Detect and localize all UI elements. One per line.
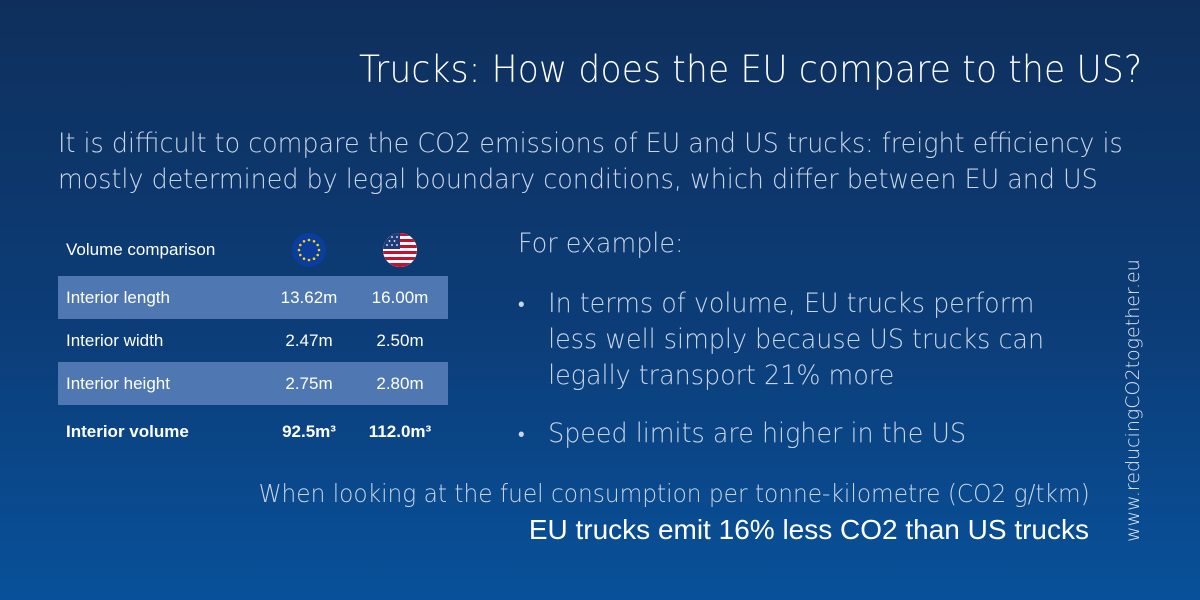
us-flag-icon — [383, 233, 417, 267]
intro-line-2: mostly determined by legal boundary cond… — [58, 164, 1098, 195]
examples-list: • In terms of volume, EU trucks perform … — [518, 286, 1044, 474]
bullet-line: less well simply because US trucks can — [548, 324, 1045, 355]
row-label: Interior width — [66, 330, 164, 350]
table-row: Interior length 13.62m 16.00m — [58, 276, 448, 319]
list-item: • Speed limits are higher in the US — [518, 416, 1044, 452]
bullet-line: Speed limits are higher in the US — [548, 418, 967, 449]
bullet-line: In terms of volume, EU trucks perform — [548, 288, 1035, 319]
examples-heading: For example: — [518, 228, 684, 259]
side-url: www.reducingCO2together.eu — [1122, 259, 1144, 542]
us-value: 2.80m — [376, 373, 424, 393]
bullet-line: legally transport 21% more — [548, 360, 895, 391]
eu-value: 13.62m — [280, 287, 338, 307]
intro-line-1: It is difficult to compare the CO2 emiss… — [58, 128, 1123, 159]
eu-value: 2.47m — [285, 330, 333, 350]
table-total-row: Interior volume 92.5m³ 112.0m³ — [58, 405, 448, 459]
total-label: Interior volume — [66, 422, 189, 441]
list-item: • In terms of volume, EU trucks perform … — [518, 286, 1044, 394]
us-value: 16.00m — [371, 287, 429, 307]
row-label: Interior height — [66, 373, 170, 393]
eu-total-value: 92.5m³ — [282, 422, 336, 441]
us-value: 2.50m — [376, 330, 424, 350]
bullet-icon: • — [518, 422, 525, 446]
eu-value: 2.75m — [285, 373, 333, 393]
intro-text: It is difficult to compare the CO2 emiss… — [58, 126, 1123, 198]
table-header-row: Volume comparison — [58, 228, 448, 272]
us-total-value: 112.0m³ — [368, 422, 432, 441]
table-row: Interior height 2.75m 2.80m — [58, 362, 448, 405]
table-row: Interior width 2.47m 2.50m — [58, 319, 448, 362]
table-header-label: Volume comparison — [66, 240, 216, 259]
footer-conclusion: EU trucks emit 16% less CO2 than US truc… — [528, 514, 1089, 545]
volume-comparison-table: Volume comparison — [58, 228, 448, 459]
row-label: Interior length — [66, 287, 170, 307]
page-title: Trucks: How does the EU compare to the U… — [358, 48, 1142, 91]
bullet-icon: • — [518, 292, 525, 316]
footer-context: When looking at the fuel consumption per… — [258, 479, 1090, 508]
eu-flag-icon — [292, 233, 326, 267]
